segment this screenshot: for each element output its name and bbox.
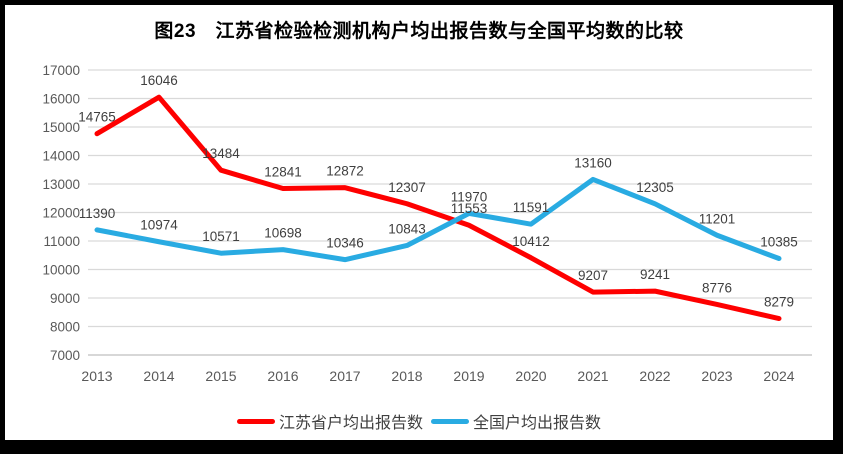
x-tick-label: 2023	[701, 368, 732, 384]
y-tick-label: 15000	[42, 120, 80, 135]
legend-item-national: 全国户均出报告数	[431, 409, 601, 433]
chart-legend: 江苏省户均出报告数 全国户均出报告数	[5, 407, 833, 435]
data-label: 11591	[513, 200, 550, 215]
data-label: 11970	[451, 189, 488, 204]
x-tick-label: 2019	[453, 368, 484, 384]
x-tick-label: 2013	[81, 368, 112, 384]
data-label: 10843	[388, 221, 426, 236]
legend-label-national: 全国户均出报告数	[473, 415, 602, 432]
x-tick-label: 2014	[143, 368, 174, 384]
data-label: 8279	[764, 295, 794, 310]
data-label: 13484	[202, 146, 240, 161]
x-tick-label: 2021	[577, 368, 608, 384]
data-label: 12841	[264, 165, 302, 180]
y-tick-label: 10000	[42, 263, 80, 278]
legend-line-swatch-blue	[431, 418, 469, 424]
data-label: 11553	[451, 201, 488, 216]
chart-title: 图23 江苏省检验检测机构户均出报告数与全国平均数的比较	[154, 21, 684, 42]
y-tick-label: 8000	[50, 320, 80, 335]
y-tick-label: 16000	[42, 92, 80, 107]
y-tick-label: 13000	[42, 177, 80, 192]
data-label: 12872	[326, 164, 364, 179]
series-line-national	[94, 176, 782, 263]
data-label: 12305	[636, 180, 674, 195]
data-label: 9207	[578, 268, 608, 283]
y-tick-label: 7000	[50, 348, 80, 363]
data-label: 10346	[326, 236, 364, 251]
data-label: 10974	[140, 218, 178, 233]
data-label: 12307	[388, 180, 426, 195]
data-label: 16046	[140, 73, 178, 88]
data-label: 10698	[264, 226, 302, 241]
x-tick-label: 2017	[329, 368, 360, 384]
x-tick-label: 2022	[639, 368, 670, 384]
data-label: 11201	[699, 211, 736, 226]
data-label: 10412	[512, 234, 550, 249]
y-tick-label: 12000	[42, 206, 80, 221]
legend-item-jiangsu: 江苏省户均出报告数	[236, 409, 423, 433]
y-tick-label: 9000	[50, 291, 80, 306]
x-tick-label: 2020	[515, 368, 546, 384]
legend-line-swatch-red	[236, 418, 275, 424]
series-line-jiangsu	[94, 94, 782, 322]
data-label: 10385	[760, 235, 798, 250]
data-label: 11390	[79, 206, 116, 221]
legend-label-jiangsu: 江苏省户均出报告数	[278, 415, 423, 432]
data-label: 14765	[78, 110, 116, 125]
y-tick-label: 17000	[42, 63, 80, 78]
data-label: 13160	[574, 155, 612, 170]
x-tick-label: 2016	[267, 368, 298, 384]
y-tick-label: 14000	[42, 149, 80, 164]
data-label: 9241	[640, 267, 670, 282]
data-label: 8776	[702, 280, 732, 295]
x-tick-label: 2018	[391, 368, 422, 384]
x-tick-label: 2015	[205, 368, 236, 384]
y-tick-label: 11000	[43, 234, 80, 249]
data-label: 10571	[202, 229, 240, 244]
x-tick-label: 2024	[763, 368, 794, 384]
